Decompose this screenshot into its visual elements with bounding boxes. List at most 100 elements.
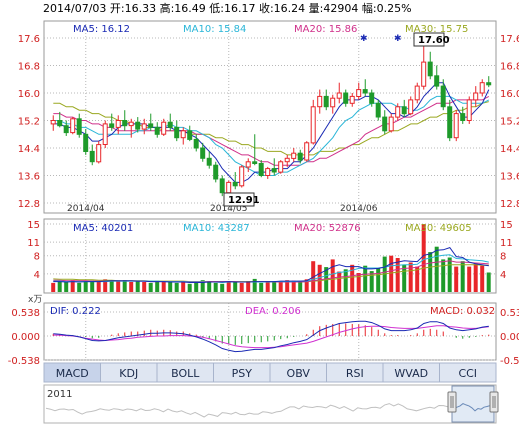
candle-body — [369, 92, 375, 104]
tab-psy-label[interactable]: PSY — [232, 367, 253, 380]
indicator-tabs: MACD KDJ BOLL PSY OBV RSI WVAD CCI — [43, 362, 497, 383]
candle — [375, 99, 381, 121]
candle-body — [265, 168, 271, 177]
range-navigator[interactable] — [43, 384, 497, 424]
candle — [369, 89, 375, 107]
tab-rsi[interactable]: RSI — [326, 362, 384, 383]
volume-bar — [57, 281, 62, 292]
volume-y-tick-label: 8 — [500, 252, 506, 263]
candle-body — [473, 92, 479, 101]
legend-ma30: MA30: 15.75 — [405, 24, 468, 35]
volume-bar — [174, 282, 179, 292]
volume-bar — [317, 264, 322, 292]
macd-y-axis-left: 0.538 0.000 -0.538 — [8, 308, 40, 367]
candle — [122, 110, 128, 131]
candle — [447, 99, 453, 142]
tab-wvad[interactable]: WVAD — [382, 362, 440, 383]
candle-body — [395, 106, 401, 118]
candle-body — [102, 123, 108, 146]
price-x-tick-label: 2014/05 — [210, 204, 247, 214]
candle — [310, 99, 316, 145]
candle — [206, 151, 212, 169]
tab-obv[interactable]: OBV — [269, 362, 327, 383]
quote-header: 2014/07/03 开:16.33 高:16.49 低:16.17 收:16.… — [43, 1, 412, 15]
candle-body — [278, 161, 284, 173]
candle — [96, 141, 102, 164]
candle-body — [466, 99, 472, 122]
candle — [271, 158, 277, 176]
volume-bar — [51, 282, 56, 292]
candle — [466, 96, 472, 124]
tab-wvad-label[interactable]: WVAD — [394, 367, 428, 380]
volume-bar — [265, 281, 270, 292]
candle — [323, 89, 329, 111]
volume-bar — [291, 280, 296, 292]
candle — [284, 154, 290, 167]
volume-grid — [44, 223, 496, 275]
macd-y-tick-label: 0.538 — [500, 308, 519, 319]
candle — [135, 117, 141, 133]
volume-bar — [226, 281, 231, 292]
price-panel-frame — [43, 20, 497, 214]
tab-kdj[interactable]: KDJ — [100, 362, 158, 383]
volume-bar — [473, 263, 478, 292]
tab-psy[interactable]: PSY — [213, 362, 271, 383]
volume-bar — [278, 281, 283, 292]
vol-legend-ma30: MA30: 49605 — [405, 223, 472, 234]
tab-obv-label[interactable]: OBV — [287, 367, 311, 380]
navigator-right-handle[interactable] — [489, 391, 499, 413]
price-y-tick-label: 16.8 — [18, 62, 40, 73]
volume-y-tick-label: 4 — [500, 270, 506, 281]
candle — [395, 103, 401, 121]
star-icon: ✱ — [360, 34, 368, 44]
candle-body — [161, 121, 167, 135]
right-handle-grip[interactable] — [489, 391, 499, 413]
volume-unit: x万 — [28, 295, 42, 305]
candle — [388, 113, 394, 133]
candle — [427, 51, 433, 80]
navigator-selection[interactable] — [451, 385, 495, 423]
volume-bar — [161, 282, 166, 292]
tab-macd-label[interactable]: MACD — [56, 367, 89, 380]
candle — [115, 115, 121, 135]
price-y-tick-label: 16.8 — [500, 62, 519, 73]
low-label-box — [223, 192, 255, 207]
tab-boll[interactable]: BOLL — [156, 362, 214, 383]
candle — [102, 120, 108, 148]
volume-bar — [116, 281, 121, 292]
volume-bar — [109, 280, 114, 292]
tab-macd[interactable]: MACD — [43, 362, 101, 383]
candle — [336, 82, 342, 104]
volume-ma5-line — [53, 247, 489, 283]
candle-body — [460, 113, 466, 121]
navigator-left-handle[interactable] — [447, 391, 457, 413]
price-y-tick-label: 17.6 — [18, 34, 40, 45]
candle-body — [414, 85, 420, 101]
candle — [414, 82, 420, 104]
candle — [76, 113, 82, 138]
tab-rsi-label[interactable]: RSI — [346, 367, 364, 380]
volume-bar — [64, 282, 69, 292]
candle-body — [336, 92, 342, 99]
candle-body — [141, 123, 147, 130]
candle-body — [297, 152, 303, 161]
tab-cci[interactable]: CCI — [439, 362, 497, 383]
candle — [213, 161, 219, 183]
candle — [167, 113, 173, 131]
tab-cci-label[interactable]: CCI — [458, 367, 477, 380]
volume-bar — [70, 280, 75, 292]
candle-body — [421, 61, 427, 87]
volume-bar — [486, 272, 491, 292]
volume-bar — [194, 282, 199, 292]
candle — [83, 129, 89, 155]
candle-body — [187, 130, 193, 140]
candle — [401, 99, 407, 118]
tab-kdj-label[interactable]: KDJ — [119, 367, 138, 380]
tab-boll-label[interactable]: BOLL — [171, 367, 200, 380]
left-handle-grip[interactable] — [447, 391, 457, 413]
macd-y-tick-label: -0.538 — [500, 356, 519, 367]
candle-body — [50, 120, 56, 125]
candle-body — [271, 168, 277, 173]
star-icon: ✱ — [394, 34, 402, 44]
tab-cci-bg[interactable] — [439, 362, 497, 383]
